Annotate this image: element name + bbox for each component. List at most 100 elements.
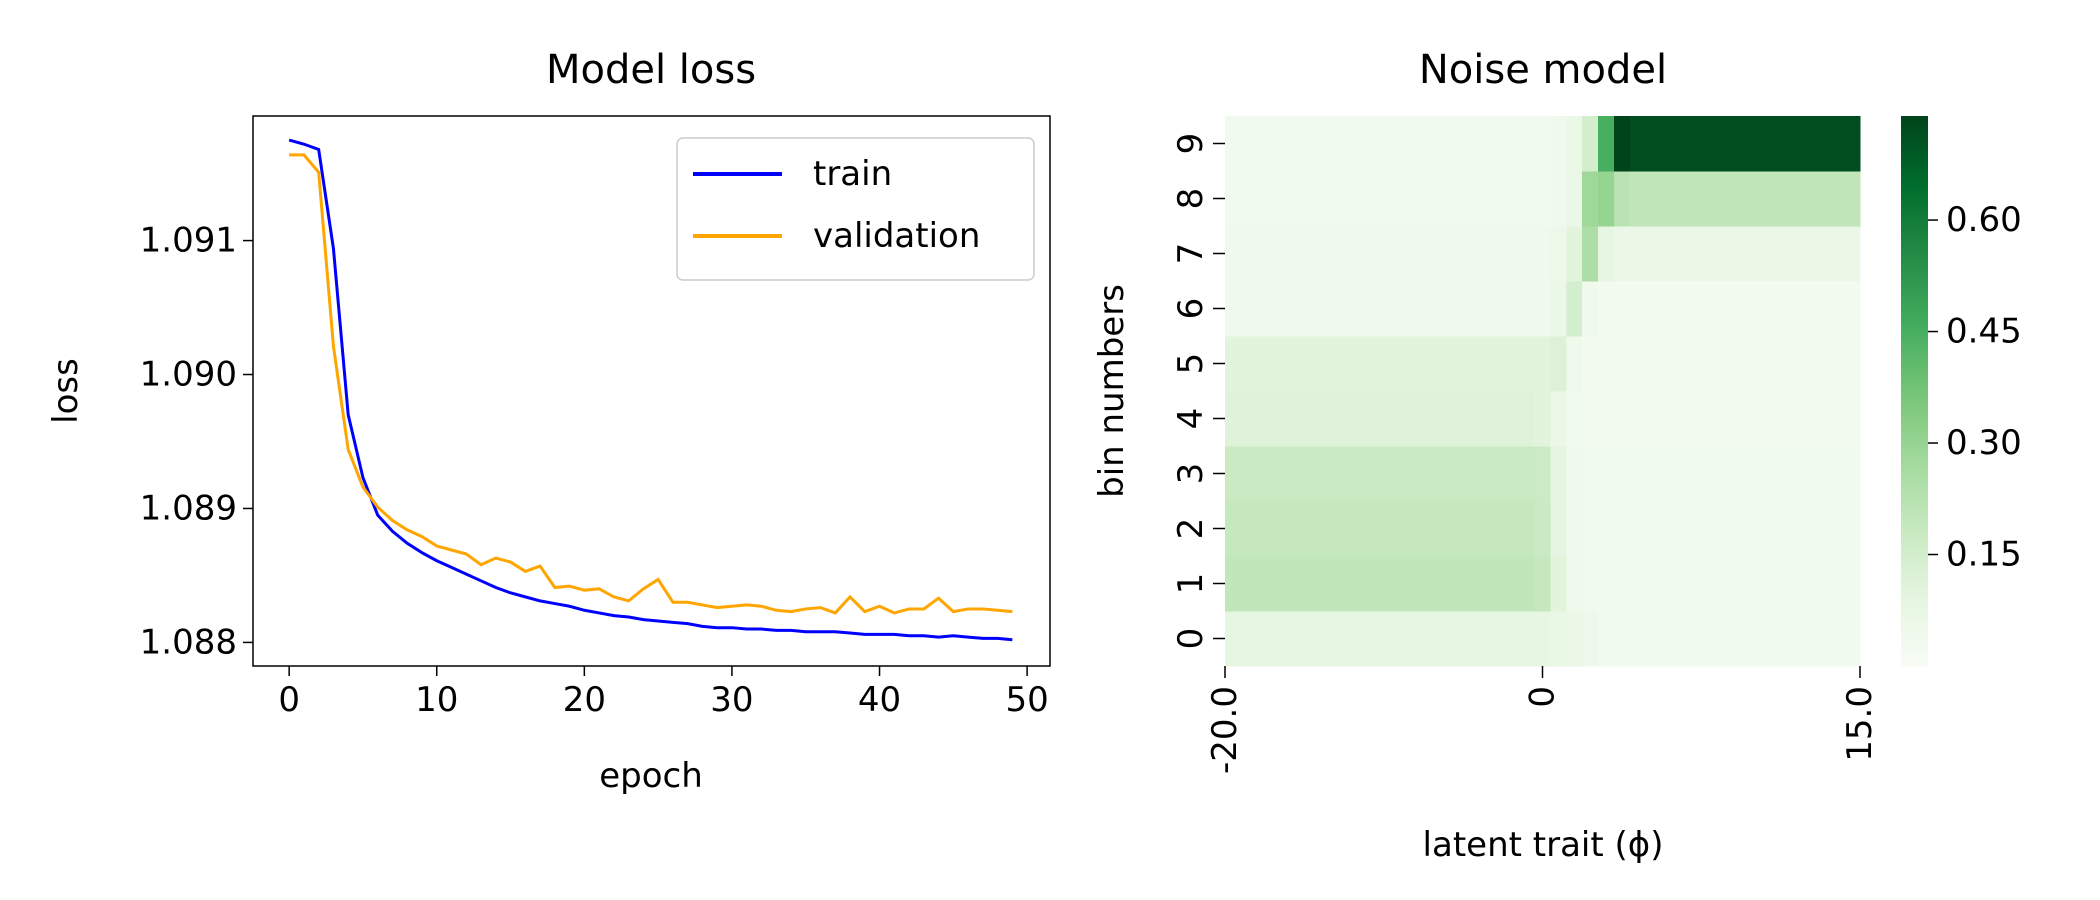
heatmap-cell: [1344, 171, 1361, 227]
heatmap-cell: [1248, 446, 1266, 502]
heatmap-cell: [1677, 501, 1694, 557]
heatmap-cell: [1312, 611, 1329, 667]
heatmap-cell: [1836, 336, 1853, 392]
heatmap-cell: [1280, 611, 1298, 667]
heatmap-cell: [1518, 336, 1536, 392]
heatmap-cell: [1248, 171, 1266, 227]
heatmap-cell: [1328, 281, 1345, 337]
heatmap-cell: [1725, 281, 1742, 337]
heatmap-cell: [1344, 556, 1361, 612]
heatmap-cell: [1534, 281, 1552, 337]
heatmap-cell: [1613, 171, 1631, 227]
heatmap-cell: [1225, 116, 1234, 172]
heatmap-cell: [1518, 556, 1536, 612]
heatmap-cell: [1264, 226, 1282, 282]
plot-frame: [252, 115, 1051, 667]
heatmap-cell: [1820, 171, 1837, 227]
heatmap-cell: [1772, 446, 1790, 502]
heatmap-cell: [1550, 116, 1567, 172]
heatmap-cell: [1756, 611, 1774, 667]
heatmap-cell: [1661, 446, 1679, 502]
heatmap-cell: [1486, 446, 1504, 502]
heatmap-cell: [1613, 446, 1631, 502]
heatmap-cell: [1804, 336, 1821, 392]
heatmap-cell: [1486, 336, 1504, 392]
y-tick-label: 4: [1171, 408, 1211, 430]
heatmap-cell: [1820, 446, 1837, 502]
heatmap-cell: [1534, 556, 1552, 612]
heatmap-cell: [1613, 501, 1631, 557]
heatmap-cell: [1709, 116, 1726, 172]
chart-title: Model loss: [546, 47, 756, 93]
heatmap-cell: [1566, 611, 1583, 667]
heatmap-cell: [1312, 446, 1329, 502]
heatmap-cell: [1804, 116, 1821, 172]
heatmap-cell: [1344, 281, 1361, 337]
heatmap-cell: [1359, 556, 1377, 612]
y-axis-label: bin numbers: [1092, 284, 1132, 498]
y-tick-label: 3: [1171, 463, 1211, 485]
x-tick-label: -20.0: [1205, 686, 1245, 774]
heatmap-cell: [1423, 501, 1440, 557]
heatmap-cell: [1629, 446, 1647, 502]
heatmap-cell: [1375, 391, 1393, 447]
heatmap-cell: [1629, 116, 1647, 172]
heatmap-cell: [1439, 391, 1456, 447]
x-tick-label: 30: [710, 680, 753, 720]
heatmap-cell: [1407, 116, 1425, 172]
heatmap-cell: [1582, 336, 1599, 392]
heatmap-cell: [1296, 391, 1313, 447]
heatmap-cell: [1264, 171, 1282, 227]
heatmap-cell: [1661, 556, 1679, 612]
heatmap-cell: [1677, 336, 1694, 392]
heatmap-cell: [1820, 226, 1837, 282]
heatmap-cell: [1486, 501, 1504, 557]
heatmap-cell: [1486, 281, 1504, 337]
heatmap-cell: [1772, 556, 1790, 612]
heatmap-cell: [1788, 556, 1806, 612]
heatmap-cell: [1264, 556, 1282, 612]
heatmap-cell: [1534, 171, 1552, 227]
heatmap-cell: [1502, 116, 1520, 172]
heatmap-cell: [1471, 281, 1488, 337]
heatmap-cell: [1788, 501, 1806, 557]
heatmap-cell: [1359, 501, 1377, 557]
heatmap-cell: [1225, 556, 1234, 612]
heatmap-cell: [1582, 556, 1599, 612]
heatmap-cell: [1836, 391, 1853, 447]
heatmap-cell: [1804, 171, 1821, 227]
heatmap-cell: [1423, 556, 1440, 612]
heatmap-cell: [1328, 446, 1345, 502]
heatmap-cell: [1225, 336, 1234, 392]
heatmap-cell: [1359, 391, 1377, 447]
heatmap-cell: [1693, 611, 1710, 667]
heatmap-cell: [1232, 391, 1250, 447]
chart-title: Noise model: [1419, 47, 1667, 93]
heatmap-cell: [1852, 611, 1861, 667]
heatmap-cell: [1582, 391, 1599, 447]
heatmap-cell: [1534, 391, 1552, 447]
heatmap-cell: [1788, 226, 1806, 282]
heatmap-cell: [1248, 281, 1266, 337]
heatmap-cell: [1598, 501, 1615, 557]
heatmap-cell: [1280, 336, 1298, 392]
heatmap-cell: [1359, 446, 1377, 502]
heatmap-cell: [1740, 171, 1758, 227]
heatmap-cell: [1344, 116, 1361, 172]
heatmap-cell: [1455, 171, 1472, 227]
heatmap-cell: [1836, 116, 1853, 172]
heatmap-cell: [1455, 556, 1472, 612]
heatmap-cell: [1629, 611, 1647, 667]
heatmap-cell: [1455, 226, 1472, 282]
heatmap-cell: [1264, 336, 1282, 392]
heatmap-cell: [1756, 281, 1774, 337]
heatmap-cell: [1709, 336, 1726, 392]
series-line: [288, 138, 1013, 642]
heatmap-cell: [1344, 336, 1361, 392]
heatmap-cell: [1375, 116, 1393, 172]
heatmap-cell: [1566, 391, 1583, 447]
heatmap-cell: [1693, 226, 1710, 282]
heatmap-cell: [1248, 611, 1266, 667]
heatmap-cell: [1725, 336, 1742, 392]
